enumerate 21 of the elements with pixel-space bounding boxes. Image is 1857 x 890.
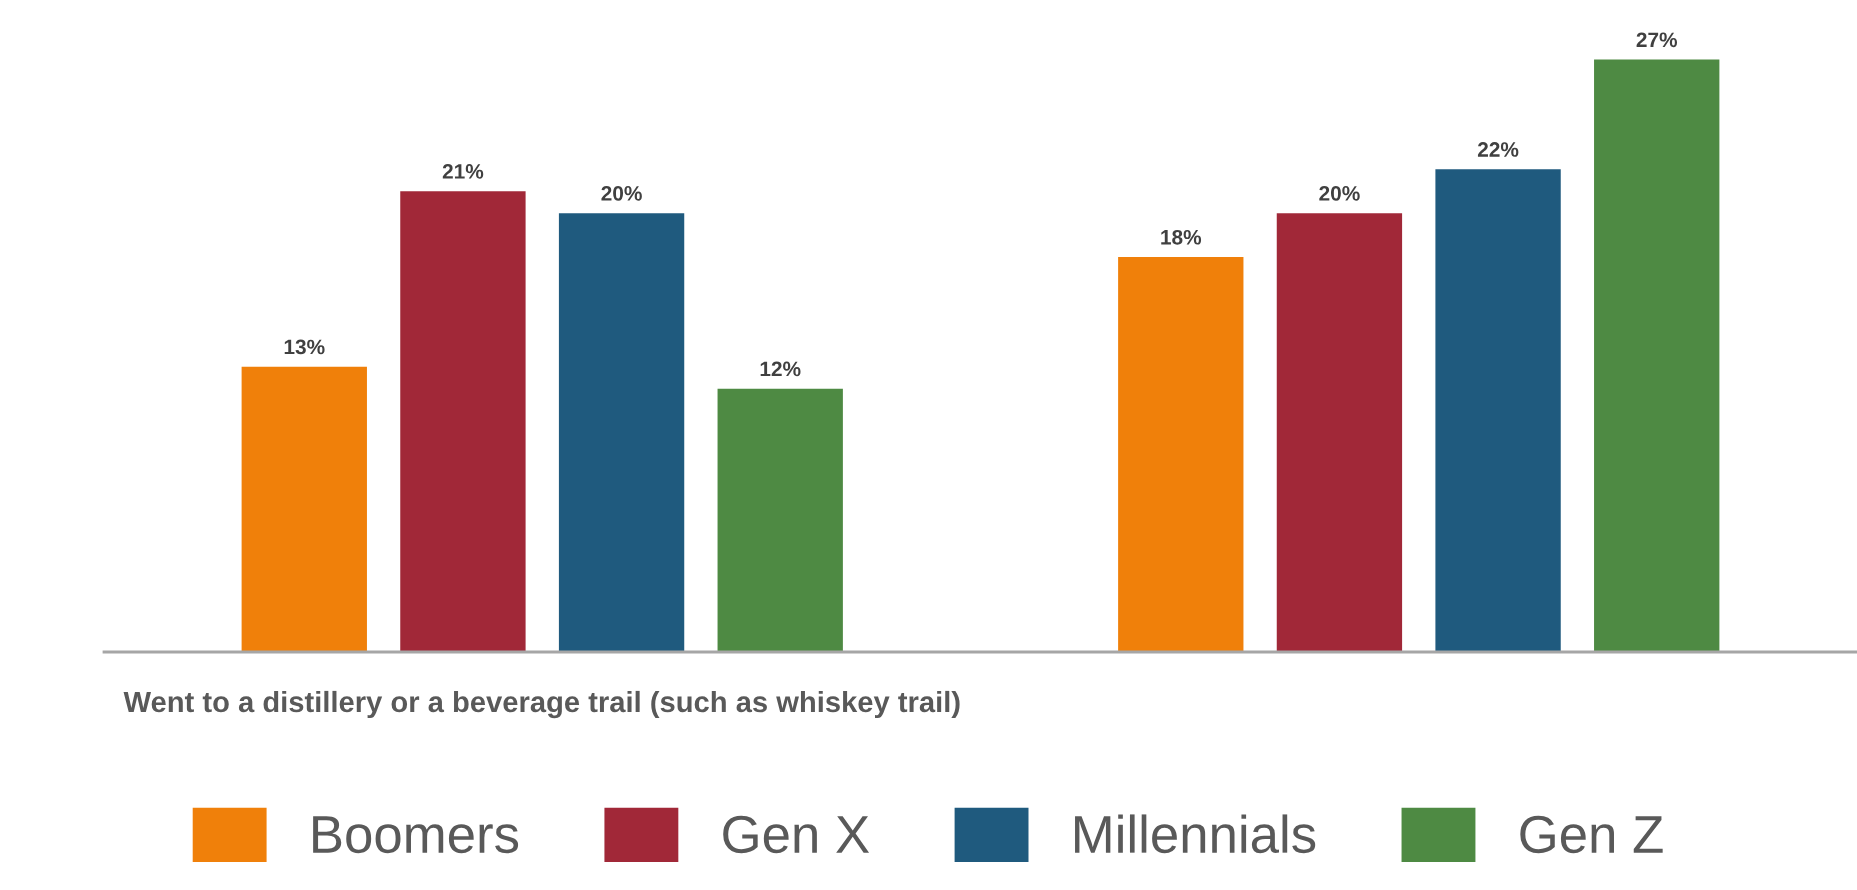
bar <box>717 388 843 652</box>
data-label: 20% <box>1319 186 1360 201</box>
bar <box>1594 59 1720 652</box>
legend-label: Boomers <box>313 816 519 854</box>
bar <box>241 366 367 652</box>
data-label: 12% <box>760 361 801 377</box>
legend-label: Millennials <box>1075 814 1316 854</box>
data-label: 13% <box>284 339 325 355</box>
bar <box>558 213 685 652</box>
data-label: 27% <box>1636 32 1678 48</box>
legend-label: Gen X <box>723 815 870 854</box>
x-tick-label: Went to a distillery or a beverage trail (such as whiskey trail) <box>123 690 960 719</box>
bar <box>1118 257 1244 652</box>
legend-label: Gen Z <box>1520 815 1663 854</box>
bar <box>400 191 526 652</box>
data-label: 21% <box>442 164 484 179</box>
bar <box>1435 169 1561 652</box>
data-label: 18% <box>1161 229 1202 245</box>
data-label: 20% <box>601 186 642 201</box>
bar <box>1276 213 1403 652</box>
data-label: 22% <box>1477 142 1519 157</box>
